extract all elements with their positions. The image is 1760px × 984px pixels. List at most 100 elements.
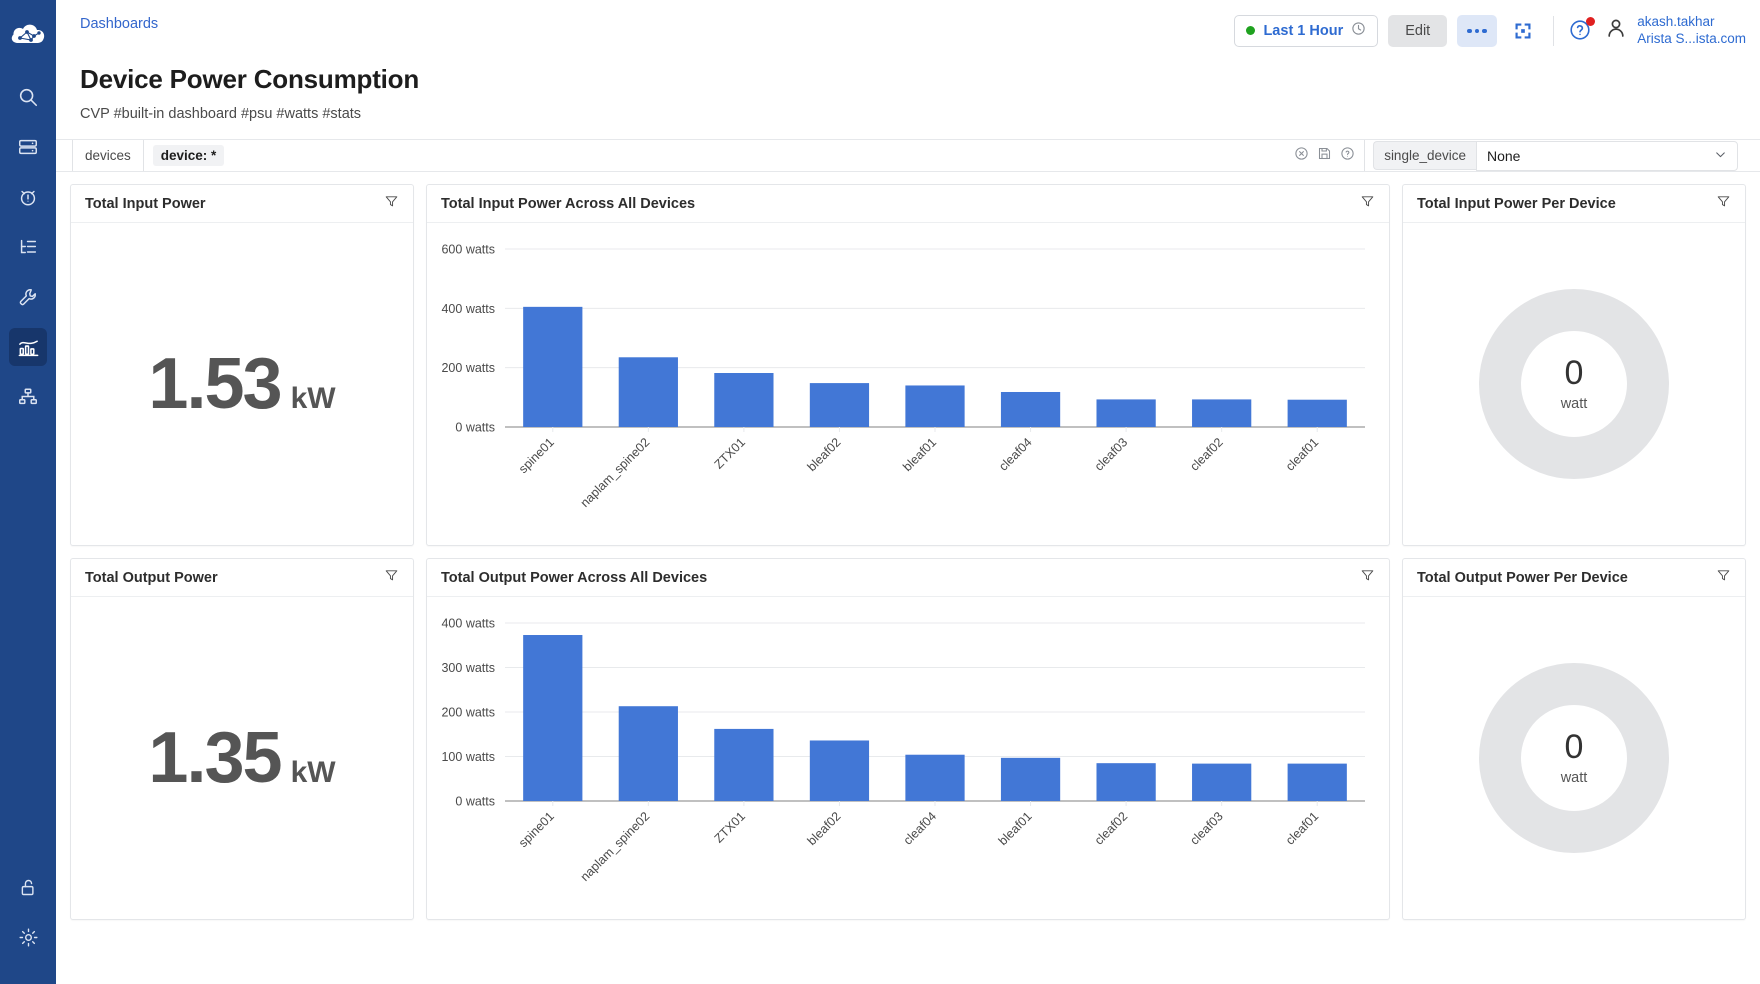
dashboard-row-output: Total Output Power 1.35 kW	[70, 558, 1746, 920]
metric-value: 1.35	[148, 718, 282, 798]
svg-text:bleaf02: bleaf02	[805, 809, 844, 848]
help-icon[interactable]	[1568, 16, 1596, 44]
page-title: Device Power Consumption	[80, 64, 420, 94]
panel-title: Total Output Power	[85, 569, 218, 586]
svg-text:ZTX01: ZTX01	[712, 435, 748, 471]
svg-text:cleaf03: cleaf03	[1187, 809, 1225, 847]
single-device-control: single_device None	[1373, 140, 1738, 171]
clock-icon	[1351, 21, 1366, 41]
panel-title: Total Output Power Per Device	[1417, 569, 1628, 586]
svg-text:100 watts: 100 watts	[441, 750, 495, 764]
filter-chip-device[interactable]: device: *	[152, 145, 225, 166]
question-circle-icon[interactable]	[1340, 146, 1355, 166]
filter-actions	[1294, 146, 1355, 166]
svg-text:cleaf02: cleaf02	[1092, 809, 1130, 847]
user-menu[interactable]: akash.takhar Arista S...ista.com	[1604, 14, 1746, 48]
svg-text:bleaf02: bleaf02	[805, 435, 844, 474]
filter-funnel-icon[interactable]	[1716, 194, 1731, 214]
svg-text:300 watts: 300 watts	[441, 661, 495, 675]
sidebar-item-events[interactable]	[9, 178, 47, 216]
donut-value: 0	[1564, 728, 1584, 766]
donut-value: 0	[1564, 354, 1584, 392]
user-info: akash.takhar Arista S...ista.com	[1637, 14, 1746, 48]
panel-total-output-across-all-devices: Total Output Power Across All Devices 0 …	[426, 558, 1390, 920]
donut-chart-output[interactable]: 0 watt	[1403, 597, 1745, 919]
panel-header: Total Output Power Across All Devices	[427, 559, 1389, 597]
sidebar-item-dashboards[interactable]	[9, 328, 47, 366]
sidebar-item-devices[interactable]	[9, 128, 47, 166]
filter-funnel-icon[interactable]	[384, 194, 399, 214]
sidebar-item-inventory[interactable]	[9, 228, 47, 266]
svg-text:cleaf01: cleaf01	[1283, 435, 1321, 473]
toolbar-divider	[1553, 15, 1555, 46]
sidebar-item-unlock[interactable]	[9, 868, 47, 906]
panel-header: Total Output Power Per Device	[1403, 559, 1745, 597]
svg-text:naplam_spine02: naplam_spine02	[578, 809, 653, 884]
metric-unit: kW	[290, 756, 336, 789]
single-device-label: single_device	[1373, 141, 1476, 170]
panel-total-input-per-device: Total Input Power Per Device	[1402, 184, 1746, 546]
left-sidebar	[0, 0, 56, 984]
live-status-dot	[1246, 26, 1256, 36]
single-device-select[interactable]: None	[1476, 140, 1738, 171]
svg-text:0 watts: 0 watts	[455, 795, 495, 809]
sidebar-item-topology[interactable]	[9, 378, 47, 416]
filter-funnel-icon[interactable]	[384, 568, 399, 588]
panel-title: Total Input Power	[85, 195, 206, 212]
expand-icon[interactable]	[1507, 15, 1539, 47]
svg-text:200 watts: 200 watts	[441, 706, 495, 720]
svg-text:spine01: spine01	[516, 435, 557, 476]
donut-unit: watt	[1560, 770, 1588, 786]
save-disk-icon[interactable]	[1317, 146, 1332, 166]
panel-body: 1.53 kW	[71, 223, 413, 545]
metric-unit: kW	[290, 382, 336, 415]
bar-chart-input[interactable]: 0 watts 200 watts 400 watts 600 watts spine0…	[427, 223, 1389, 545]
filter-bar: devices device: *	[56, 139, 1760, 172]
panel-title: Total Input Power Across All Devices	[441, 195, 696, 212]
svg-text:400 watts: 400 watts	[441, 617, 495, 631]
clear-circle-icon[interactable]	[1294, 146, 1309, 166]
panel-body: 0 watt	[1403, 597, 1745, 919]
svg-text:spine01: spine01	[516, 809, 557, 850]
bar-chart-output[interactable]: 0 watts 100 watts 200 watts 300 watts 400 wa…	[427, 597, 1389, 919]
panel-body: 1.35 kW	[71, 597, 413, 919]
filter-funnel-icon[interactable]	[1716, 568, 1731, 588]
svg-text:0 watts: 0 watts	[455, 421, 495, 435]
filter-funnel-icon[interactable]	[1360, 194, 1375, 214]
sidebar-item-search[interactable]	[9, 78, 47, 116]
svg-text:bleaf01: bleaf01	[996, 809, 1035, 848]
edit-button[interactable]: Edit	[1388, 14, 1448, 47]
panel-total-input-across-all-devices: Total Input Power Across All Devices 0 w…	[426, 184, 1390, 546]
panel-header: Total Input Power Across All Devices	[427, 185, 1389, 223]
user-name: akash.takhar	[1637, 14, 1715, 29]
time-range-picker[interactable]: Last 1 Hour	[1234, 14, 1379, 47]
panel-body: 0 watts 200 watts 400 watts 600 watts spine0…	[427, 223, 1389, 545]
single-device-value: None	[1487, 147, 1521, 164]
panel-body: 0 watt	[1403, 223, 1745, 545]
top-bar: Dashboards Last 1 Hour Edit	[56, 0, 1760, 58]
donut-chart-input[interactable]: 0 watt	[1403, 223, 1745, 545]
notification-badge	[1586, 16, 1596, 26]
dot	[1467, 28, 1472, 34]
svg-text:cleaf01: cleaf01	[1283, 809, 1321, 847]
cloudvision-logo-icon[interactable]	[6, 14, 50, 58]
svg-text:naplam_spine02: naplam_spine02	[578, 435, 653, 510]
breadcrumb-dashboards[interactable]: Dashboards	[80, 16, 159, 32]
metric-value-block: 1.35 kW	[148, 717, 335, 799]
person-icon	[1604, 16, 1628, 45]
donut-unit: watt	[1560, 396, 1588, 412]
metric-value: 1.53	[148, 344, 282, 424]
sidebar-item-provisioning[interactable]	[9, 278, 47, 316]
chevron-down-icon	[1714, 148, 1727, 164]
more-options-button[interactable]	[1457, 14, 1498, 47]
filter-funnel-icon[interactable]	[1360, 568, 1375, 588]
device-filter-input[interactable]: devices device: *	[72, 140, 1366, 171]
svg-text:bleaf01: bleaf01	[900, 435, 939, 474]
panel-title: Total Input Power Per Device	[1417, 195, 1616, 212]
sidebar-item-settings[interactable]	[9, 918, 47, 956]
panel-header: Total Output Power	[71, 559, 413, 597]
svg-text:cleaf04: cleaf04	[996, 435, 1034, 473]
main-area: Dashboards Last 1 Hour Edit	[56, 0, 1760, 984]
filter-tag-label: devices	[73, 140, 144, 171]
